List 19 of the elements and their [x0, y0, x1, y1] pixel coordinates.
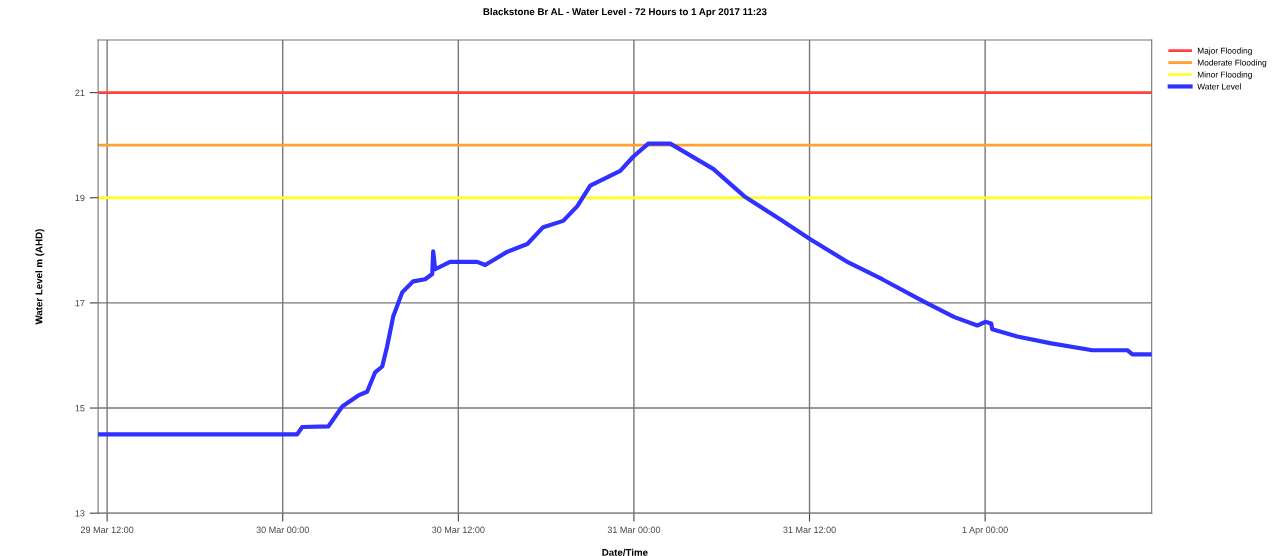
legend-label: Major Flooding	[1197, 47, 1252, 56]
chart-title: Blackstone Br AL - Water Level - 72 Hours to 1 Apr 2017 11:23	[483, 7, 767, 18]
x-tick-label: 30 Mar 12:00	[432, 526, 485, 534]
x-tick-label: 31 Mar 00:00	[607, 526, 661, 534]
x-tick-label: 31 Mar 12:00	[783, 526, 836, 534]
x-axis-title: Date/Time	[602, 548, 648, 556]
legend-label: Water Level	[1197, 83, 1241, 90]
y-tick-label: 15	[75, 405, 85, 412]
y-tick-label: 13	[75, 510, 85, 517]
x-tick-label: 1 Apr 00:00	[962, 526, 1008, 535]
y-tick-label: 17	[75, 299, 85, 307]
line-series	[98, 141, 1152, 437]
legend-label: Moderate Flooding	[1197, 59, 1267, 68]
y-tick-label: 21	[75, 89, 85, 96]
y-axis-title: Water Level m (AHD)	[35, 229, 45, 325]
y-tick-label: 19	[75, 194, 85, 202]
x-tick-label: 30 Mar 00:00	[256, 526, 309, 534]
x-tick-label: 29 Mar 12:00	[80, 526, 134, 534]
legend-label: Minor Flooding	[1197, 71, 1252, 80]
